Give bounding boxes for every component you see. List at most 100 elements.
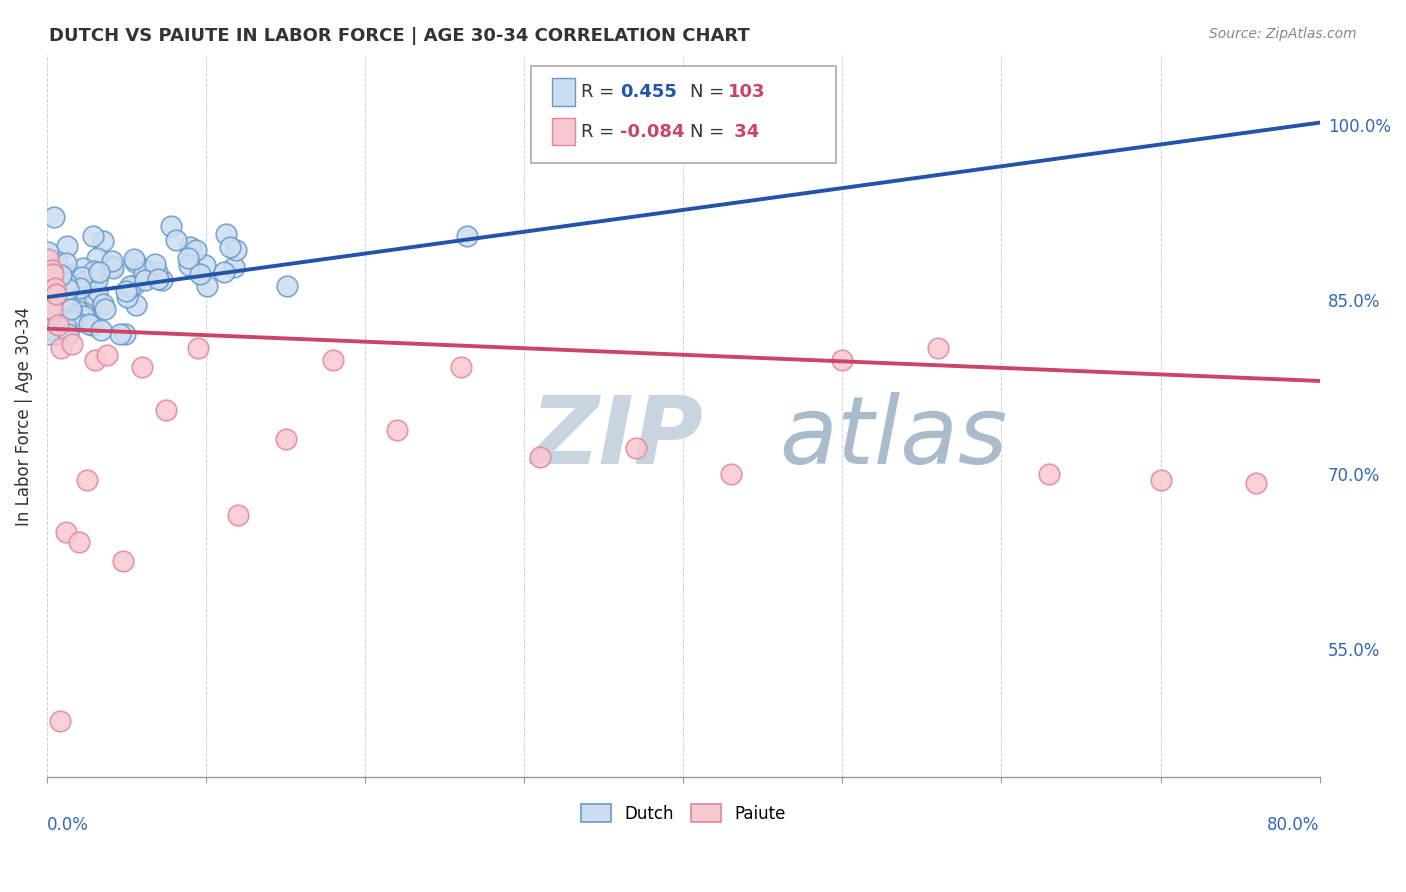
Text: N =: N = (689, 123, 730, 141)
Point (83, 264, 105, 278)
Point (70, 306, 93, 320)
Point (134, 273, 156, 287)
Point (59, 304, 82, 318)
Point (39, 269, 62, 284)
Legend: Dutch, Paiute: Dutch, Paiute (575, 797, 792, 830)
Point (69, 281, 91, 295)
Point (114, 327, 136, 342)
Point (927, 342, 949, 356)
Point (143, 257, 166, 271)
Point (44, 289, 66, 303)
Point (90, 323, 112, 337)
Point (65, 316, 87, 330)
Point (51, 342, 73, 356)
Bar (553, 118, 575, 145)
Point (45, 254, 67, 268)
Point (1149, 473, 1171, 487)
Point (60, 314, 83, 328)
Point (46, 327, 69, 342)
Point (124, 278, 146, 293)
Point (93, 234, 115, 248)
Point (48, 290, 70, 304)
Point (60, 267, 83, 281)
Point (51, 268, 73, 282)
Point (186, 243, 208, 257)
Point (56, 239, 79, 253)
Point (624, 442, 647, 456)
Text: 0.455: 0.455 (620, 83, 676, 101)
Point (39, 321, 62, 335)
Text: 34: 34 (728, 123, 759, 141)
FancyBboxPatch shape (530, 66, 837, 163)
Point (55, 256, 77, 270)
Point (55, 525, 77, 540)
Point (86, 251, 108, 265)
Point (125, 298, 148, 312)
Point (93, 297, 115, 311)
Point (44, 281, 66, 295)
Point (72, 261, 94, 276)
Point (39, 302, 62, 317)
Point (86, 289, 108, 303)
Point (146, 272, 169, 286)
Point (77, 317, 100, 331)
Point (39, 269, 62, 284)
Point (48, 305, 70, 319)
Point (70, 277, 93, 291)
Point (72, 298, 94, 312)
Point (60, 277, 83, 292)
Point (385, 423, 408, 437)
Point (83, 353, 105, 368)
Point (112, 554, 135, 568)
Point (831, 353, 853, 368)
Point (55, 319, 77, 334)
Point (101, 261, 124, 276)
Point (226, 508, 249, 522)
Point (214, 265, 236, 279)
Point (39, 260, 62, 274)
Point (100, 254, 122, 268)
Point (73, 310, 96, 324)
Point (124, 255, 146, 269)
Text: R =: R = (582, 123, 620, 141)
Point (42, 267, 65, 281)
Text: DUTCH VS PAIUTE IN LABOR FORCE | AGE 30-34 CORRELATION CHART: DUTCH VS PAIUTE IN LABOR FORCE | AGE 30-… (49, 27, 749, 45)
Point (56, 327, 79, 342)
Point (41, 263, 63, 277)
Point (65, 282, 87, 296)
Point (37, 278, 59, 293)
Point (115, 290, 138, 304)
Point (195, 279, 218, 293)
Point (194, 258, 217, 272)
Point (39, 261, 62, 276)
Point (76, 473, 98, 487)
Point (122, 252, 145, 267)
Point (134, 264, 156, 278)
Point (135, 263, 157, 277)
Text: ZIP: ZIP (530, 392, 703, 483)
Point (37, 252, 59, 266)
Point (224, 260, 246, 274)
Point (42, 316, 65, 330)
Point (69, 285, 91, 299)
Point (55, 293, 77, 308)
Point (225, 243, 247, 257)
Text: R =: R = (582, 83, 620, 101)
Point (1038, 467, 1060, 481)
Point (59, 307, 82, 321)
Point (456, 228, 478, 243)
Point (52, 293, 75, 307)
Point (1244, 476, 1267, 491)
Bar (553, 78, 575, 105)
Point (56, 282, 79, 296)
Point (75, 277, 97, 292)
Point (114, 284, 136, 298)
Point (82, 228, 104, 243)
Point (67, 534, 90, 549)
Point (42, 210, 65, 224)
Point (276, 279, 298, 293)
Point (53, 314, 76, 328)
Text: atlas: atlas (779, 392, 1007, 483)
Point (60, 336, 83, 351)
Point (63, 296, 86, 310)
